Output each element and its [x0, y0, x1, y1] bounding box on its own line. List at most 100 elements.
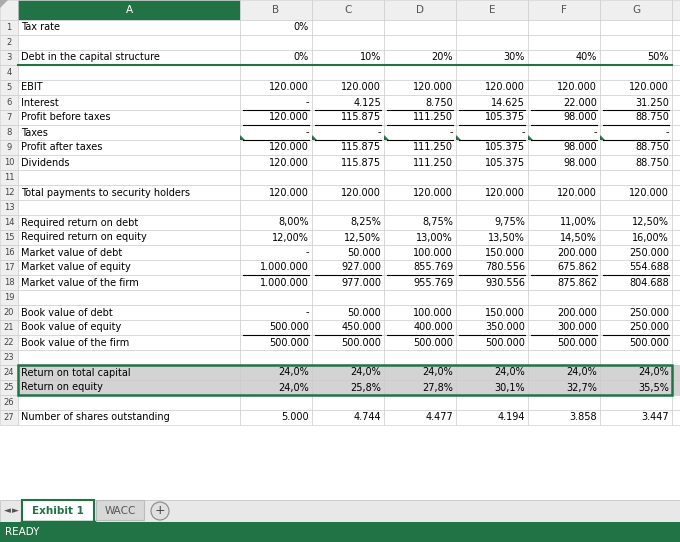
Bar	[18, 410, 240, 425]
Bar	[312, 185, 384, 200]
Bar	[18, 185, 240, 200]
Bar	[672, 0, 680, 20]
Bar	[384, 110, 456, 125]
Text: -: -	[305, 127, 309, 138]
Bar	[600, 80, 672, 95]
Bar	[528, 95, 600, 110]
Bar	[528, 380, 600, 395]
Bar	[240, 125, 312, 140]
Text: ►: ►	[12, 507, 19, 515]
Bar	[384, 410, 456, 425]
Text: 24,0%: 24,0%	[278, 383, 309, 392]
Bar	[312, 365, 384, 380]
Bar	[312, 320, 384, 335]
Bar	[672, 200, 680, 215]
Text: 1.000.000: 1.000.000	[260, 262, 309, 273]
Text: 20: 20	[4, 308, 14, 317]
Text: Market value of equity: Market value of equity	[21, 262, 131, 273]
Bar	[600, 170, 672, 185]
Text: 9,75%: 9,75%	[494, 217, 525, 228]
Bar	[528, 290, 600, 305]
Text: 1.000.000: 1.000.000	[260, 278, 309, 287]
Bar	[528, 305, 600, 320]
Text: 120.000: 120.000	[485, 188, 525, 197]
Text: 675.862: 675.862	[557, 262, 597, 273]
Bar	[528, 35, 600, 50]
Text: 105.375: 105.375	[485, 158, 525, 167]
Text: Number of shares outstanding: Number of shares outstanding	[21, 412, 170, 423]
Bar	[672, 290, 680, 305]
Text: 115.875: 115.875	[341, 158, 381, 167]
Bar	[456, 365, 528, 380]
Bar	[384, 215, 456, 230]
Bar	[312, 140, 384, 155]
Text: B: B	[273, 5, 279, 15]
Bar	[240, 245, 312, 260]
Polygon shape	[0, 0, 8, 8]
Bar	[312, 170, 384, 185]
Bar	[18, 170, 240, 185]
Text: -: -	[594, 127, 597, 138]
Bar	[672, 410, 680, 425]
Bar	[18, 305, 240, 320]
Bar	[384, 260, 456, 275]
Bar	[240, 230, 312, 245]
Text: A: A	[125, 5, 133, 15]
Bar	[456, 245, 528, 260]
Text: 11: 11	[4, 173, 14, 182]
Bar	[600, 110, 672, 125]
Text: E: E	[489, 5, 495, 15]
Text: 450.000: 450.000	[341, 322, 381, 332]
Bar	[672, 230, 680, 245]
Text: 13,00%: 13,00%	[416, 233, 453, 242]
Text: 4: 4	[6, 68, 12, 77]
Bar	[528, 245, 600, 260]
Bar	[456, 320, 528, 335]
Bar	[600, 290, 672, 305]
Text: 927.000: 927.000	[341, 262, 381, 273]
Bar	[18, 0, 240, 20]
Text: 88.750: 88.750	[635, 143, 669, 152]
Text: 500.000: 500.000	[629, 338, 669, 347]
Bar	[456, 35, 528, 50]
Text: 88.750: 88.750	[635, 113, 669, 122]
Text: Required return on equity: Required return on equity	[21, 233, 147, 242]
Bar	[672, 125, 680, 140]
Bar	[18, 215, 240, 230]
Text: 16: 16	[3, 248, 14, 257]
Text: 115.875: 115.875	[341, 143, 381, 152]
Bar	[456, 395, 528, 410]
Text: 120.000: 120.000	[341, 188, 381, 197]
Bar	[528, 215, 600, 230]
Text: 8,00%: 8,00%	[278, 217, 309, 228]
Text: 2: 2	[6, 38, 12, 47]
Text: 105.375: 105.375	[485, 143, 525, 152]
Text: 930.556: 930.556	[485, 278, 525, 287]
Text: 111.250: 111.250	[413, 158, 453, 167]
Text: D: D	[416, 5, 424, 15]
Bar	[600, 35, 672, 50]
Bar	[456, 230, 528, 245]
Text: 25,8%: 25,8%	[350, 383, 381, 392]
Bar	[240, 20, 312, 35]
Text: 3: 3	[6, 53, 12, 62]
Text: 7: 7	[6, 113, 12, 122]
Bar	[600, 305, 672, 320]
Text: 250.000: 250.000	[629, 307, 669, 318]
Text: 8.750: 8.750	[425, 98, 453, 107]
Bar	[384, 365, 456, 380]
Text: Total payments to security holders: Total payments to security holders	[21, 188, 190, 197]
Bar	[384, 200, 456, 215]
Text: Exhibit 1: Exhibit 1	[32, 506, 84, 516]
Bar	[672, 215, 680, 230]
Bar	[18, 230, 240, 245]
Bar	[96, 500, 144, 520]
Bar	[312, 395, 384, 410]
Bar	[18, 335, 240, 350]
Text: 554.688: 554.688	[629, 262, 669, 273]
Bar	[528, 170, 600, 185]
Text: 150.000: 150.000	[485, 307, 525, 318]
Bar	[0, 50, 18, 65]
Text: 350.000: 350.000	[485, 322, 525, 332]
Bar	[528, 365, 600, 380]
